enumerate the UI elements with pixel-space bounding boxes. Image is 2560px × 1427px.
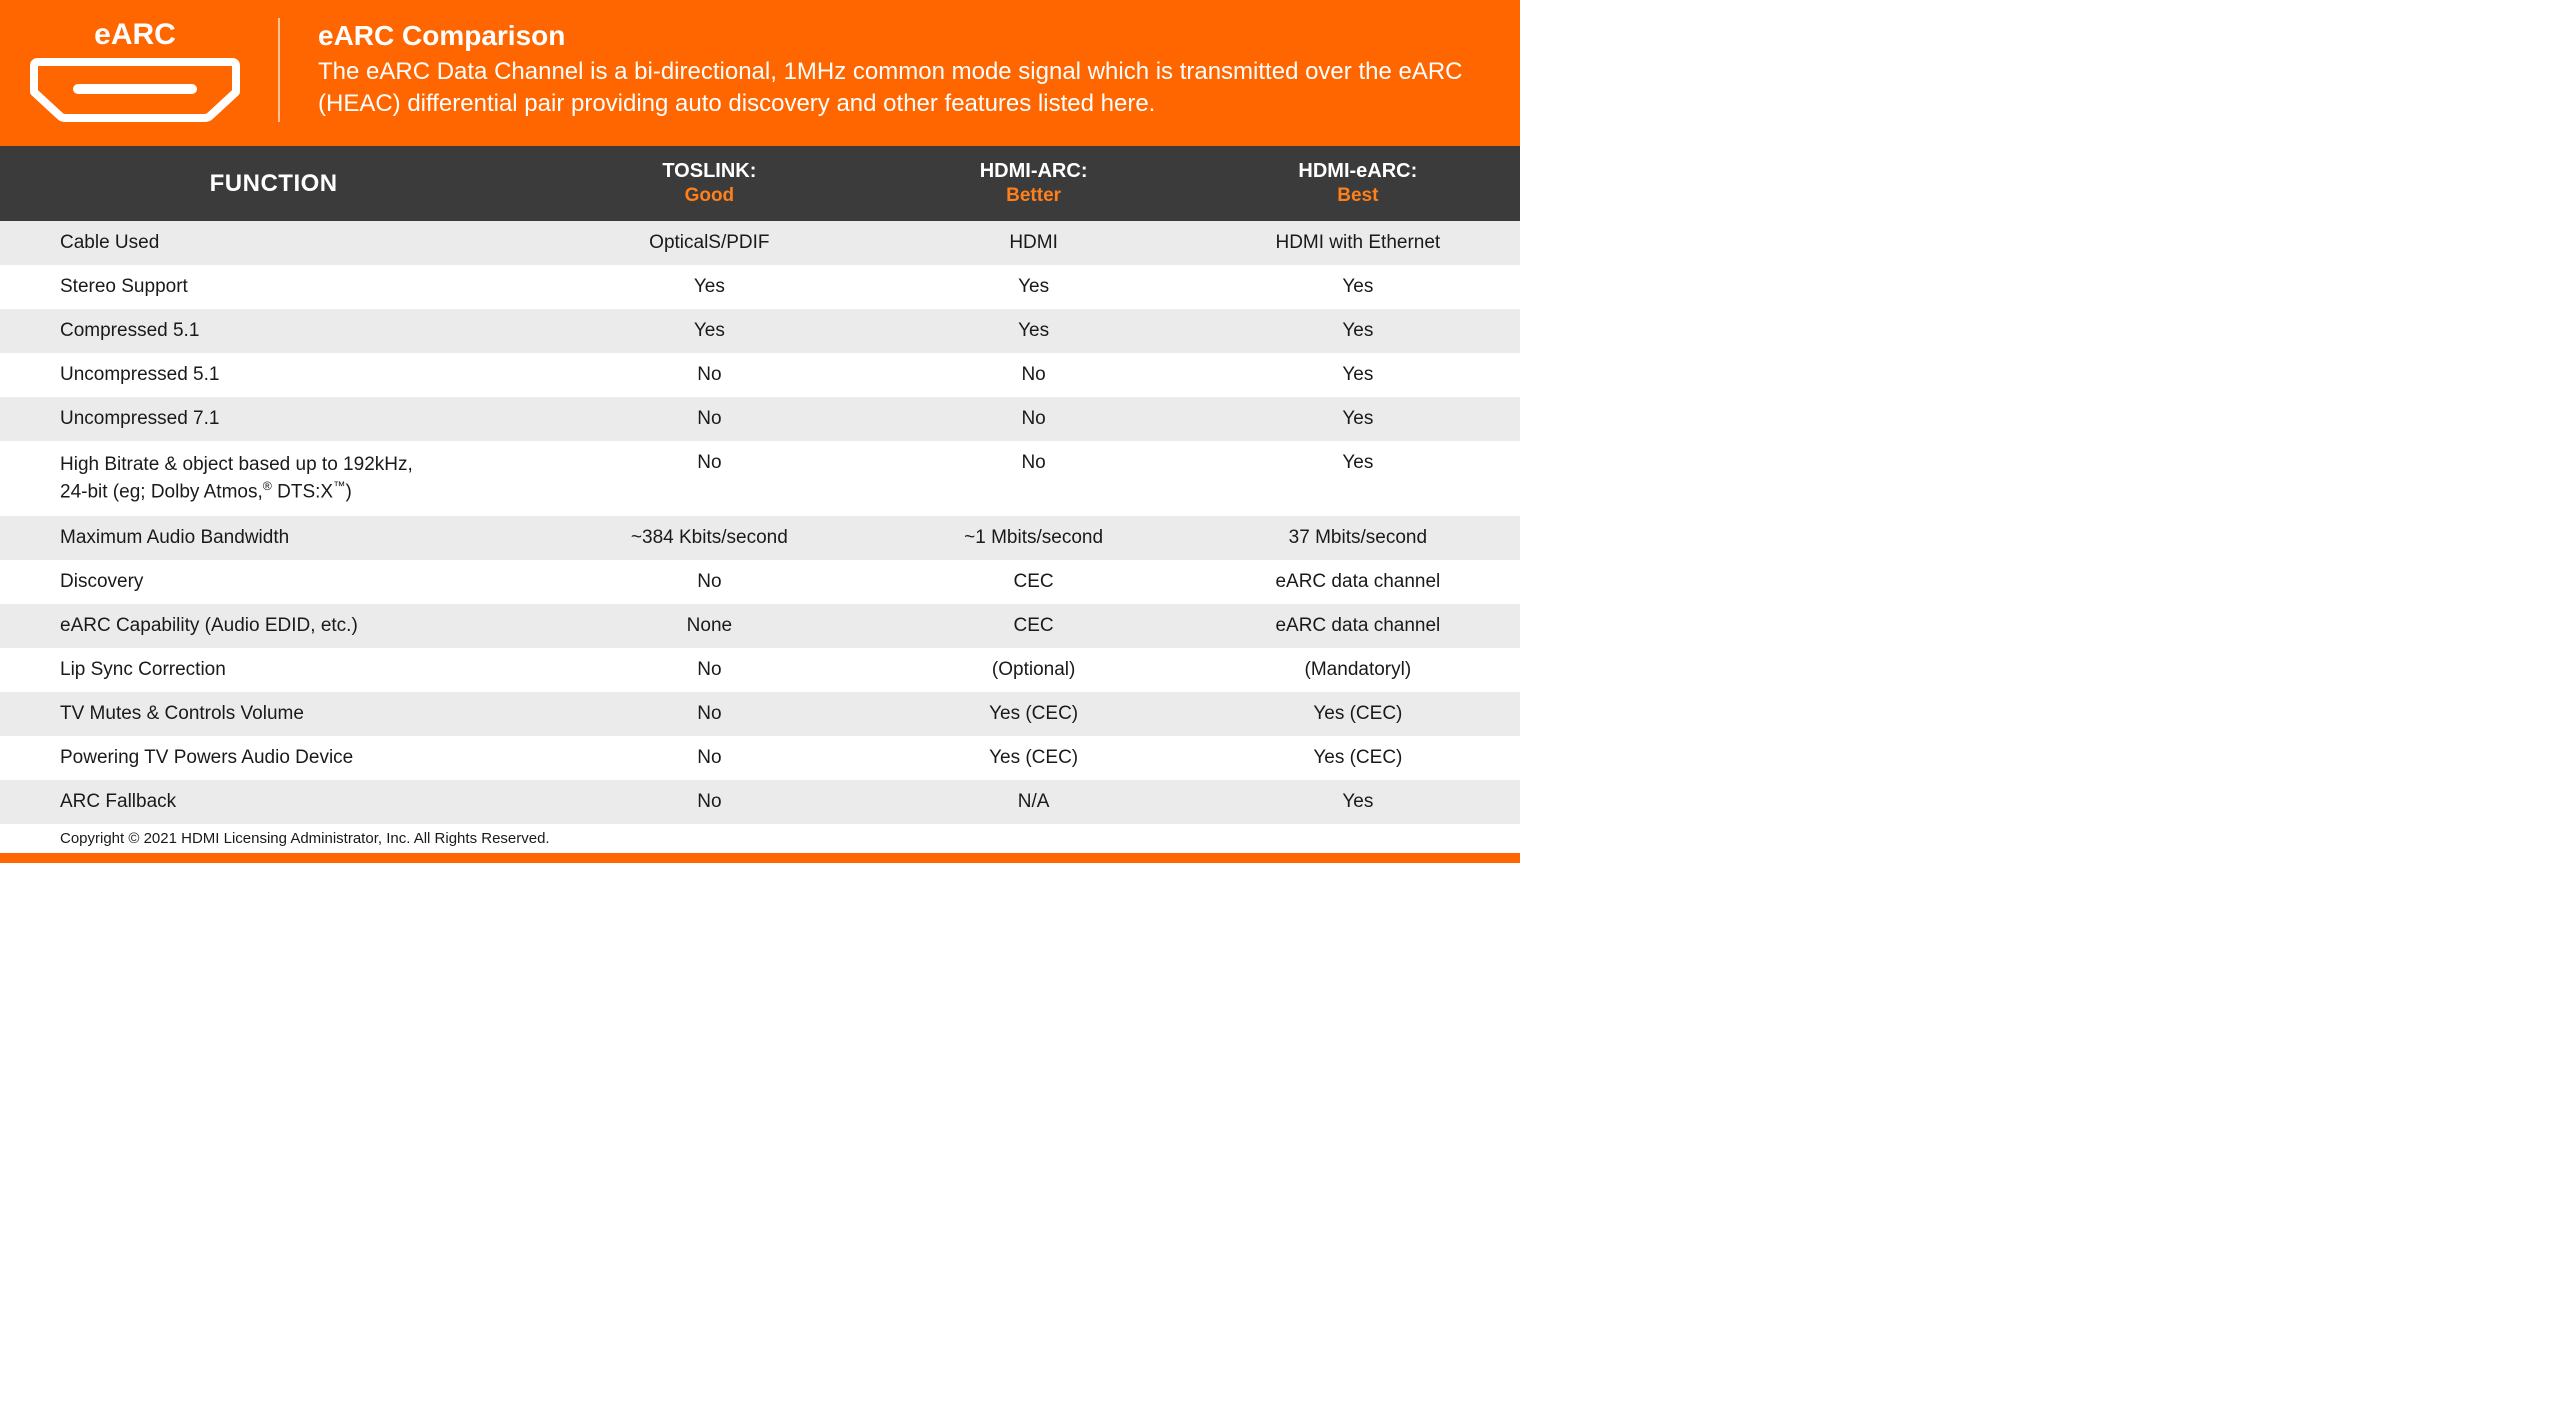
cell-function: eARC Capability (Audio EDID, etc.) <box>0 604 547 648</box>
cell-value: No <box>871 397 1195 441</box>
cell-value: OpticalS/PDIF <box>547 221 871 265</box>
cell-value: Yes (CEC) <box>871 736 1195 780</box>
cell-value: Yes <box>547 309 871 353</box>
cell-value: Yes <box>1196 441 1520 516</box>
cell-value: (Optional) <box>871 648 1195 692</box>
cell-value: 37 Mbits/second <box>1196 516 1520 560</box>
hdmi-port-icon <box>30 58 240 122</box>
cell-value: No <box>547 736 871 780</box>
table-row: Maximum Audio Bandwidth~384 Kbits/second… <box>0 516 1520 560</box>
col-header-toslink: TOSLINK: Good <box>547 146 871 221</box>
cell-value: Yes <box>871 309 1195 353</box>
table-row: Cable UsedOpticalS/PDIFHDMIHDMI with Eth… <box>0 221 1520 265</box>
header-banner: eARC eARC Comparison The eARC Data Chann… <box>0 0 1520 146</box>
logo-block: eARC <box>30 18 280 122</box>
header-title: eARC Comparison <box>318 20 1490 52</box>
col-header-hdmi-arc: HDMI-ARC: Better <box>871 146 1195 221</box>
table-row: Uncompressed 7.1NoNoYes <box>0 397 1520 441</box>
cell-function: Stereo Support <box>0 265 547 309</box>
col-label: HDMI-eARC: <box>1298 160 1417 182</box>
cell-value: No <box>547 560 871 604</box>
table-row: Lip Sync CorrectionNo(Optional)(Mandator… <box>0 648 1520 692</box>
cell-function: Uncompressed 5.1 <box>0 353 547 397</box>
col-label: HDMI-ARC: <box>980 160 1088 182</box>
cell-function: Cable Used <box>0 221 547 265</box>
cell-value: Yes <box>1196 780 1520 824</box>
cell-value: HDMI with Ethernet <box>1196 221 1520 265</box>
cell-function: Compressed 5.1 <box>0 309 547 353</box>
header-description: The eARC Data Channel is a bi-directiona… <box>318 56 1490 121</box>
cell-value: Yes <box>1196 309 1520 353</box>
table-row: Uncompressed 5.1NoNoYes <box>0 353 1520 397</box>
cell-value: HDMI <box>871 221 1195 265</box>
cell-value: Yes <box>547 265 871 309</box>
cell-value: Yes <box>871 265 1195 309</box>
table-row: ARC FallbackNoN/AYes <box>0 780 1520 824</box>
cell-value: No <box>547 353 871 397</box>
cell-function: High Bitrate & object based up to 192kHz… <box>0 441 547 516</box>
cell-value: ~1 Mbits/second <box>871 516 1195 560</box>
cell-value: Yes (CEC) <box>871 692 1195 736</box>
table-row: DiscoveryNoCECeARC data channel <box>0 560 1520 604</box>
header-text: eARC Comparison The eARC Data Channel is… <box>280 20 1490 121</box>
cell-function: Discovery <box>0 560 547 604</box>
cell-function: TV Mutes & Controls Volume <box>0 692 547 736</box>
cell-function: ARC Fallback <box>0 780 547 824</box>
logo-label: eARC <box>94 18 176 52</box>
cell-value: eARC data channel <box>1196 560 1520 604</box>
footer-bar <box>0 853 1520 863</box>
cell-function: Lip Sync Correction <box>0 648 547 692</box>
col-rating: Best <box>1206 185 1510 207</box>
table-row: Powering TV Powers Audio DeviceNoYes (CE… <box>0 736 1520 780</box>
col-label: TOSLINK: <box>662 160 756 182</box>
table-body: Cable UsedOpticalS/PDIFHDMIHDMI with Eth… <box>0 221 1520 853</box>
cell-function: Powering TV Powers Audio Device <box>0 736 547 780</box>
col-label: FUNCTION <box>210 170 338 197</box>
cell-value: Yes (CEC) <box>1196 692 1520 736</box>
cell-value: ~384 Kbits/second <box>547 516 871 560</box>
copyright-row: Copyright © 2021 HDMI Licensing Administ… <box>0 824 1520 853</box>
cell-value: No <box>871 441 1195 516</box>
table-row: High Bitrate & object based up to 192kHz… <box>0 441 1520 516</box>
cell-value: eARC data channel <box>1196 604 1520 648</box>
cell-value: Yes (CEC) <box>1196 736 1520 780</box>
cell-value: (Mandatoryl) <box>1196 648 1520 692</box>
table-header-row: FUNCTION TOSLINK: Good HDMI-ARC: Better … <box>0 146 1520 221</box>
cell-value: No <box>547 397 871 441</box>
col-header-function: FUNCTION <box>0 146 547 221</box>
table-row: Compressed 5.1YesYesYes <box>0 309 1520 353</box>
copyright-text: Copyright © 2021 HDMI Licensing Administ… <box>0 824 1520 853</box>
col-rating: Better <box>881 185 1185 207</box>
page-container: eARC eARC Comparison The eARC Data Chann… <box>0 0 1520 863</box>
cell-value: Yes <box>1196 265 1520 309</box>
cell-value: No <box>547 692 871 736</box>
cell-value: Yes <box>1196 353 1520 397</box>
cell-function: Maximum Audio Bandwidth <box>0 516 547 560</box>
table-row: eARC Capability (Audio EDID, etc.)NoneCE… <box>0 604 1520 648</box>
cell-value: No <box>547 441 871 516</box>
cell-value: Yes <box>1196 397 1520 441</box>
table-row: TV Mutes & Controls VolumeNoYes (CEC)Yes… <box>0 692 1520 736</box>
cell-value: CEC <box>871 604 1195 648</box>
cell-value: None <box>547 604 871 648</box>
cell-value: CEC <box>871 560 1195 604</box>
col-rating: Good <box>557 185 861 207</box>
cell-value: No <box>547 648 871 692</box>
cell-value: N/A <box>871 780 1195 824</box>
comparison-table: FUNCTION TOSLINK: Good HDMI-ARC: Better … <box>0 146 1520 853</box>
cell-value: No <box>871 353 1195 397</box>
cell-value: No <box>547 780 871 824</box>
cell-function: Uncompressed 7.1 <box>0 397 547 441</box>
table-row: Stereo SupportYesYesYes <box>0 265 1520 309</box>
col-header-hdmi-earc: HDMI-eARC: Best <box>1196 146 1520 221</box>
